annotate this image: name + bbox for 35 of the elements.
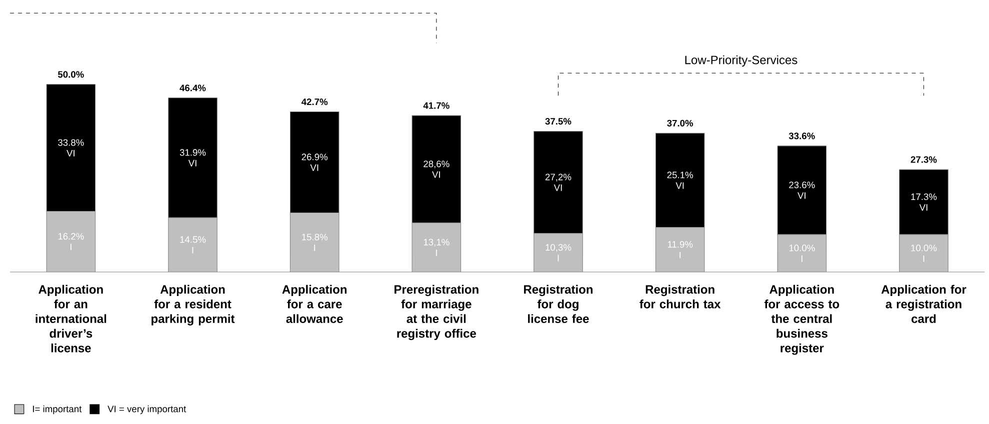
data-label: 10.0% I: [789, 244, 815, 262]
data-label: 27,2% VI: [545, 174, 572, 191]
legend-label: I= important: [33, 405, 82, 414]
text: Low-Priority-Services: [685, 55, 798, 67]
data-label: 16.2% I: [58, 233, 84, 250]
x-tick-label: Application for an international driver’s license: [36, 284, 106, 352]
x-tick-label: Registration for church tax: [640, 284, 721, 308]
data-label: 28,6% VI: [424, 160, 450, 178]
data-label: 14.5% I: [180, 236, 206, 254]
x-tick-label: Application for a resident parking permit: [152, 284, 235, 326]
x-tick-label: Application for access to the central business register: [764, 284, 840, 355]
legend-label: VI = very important: [108, 405, 186, 414]
data-label: 15.8% I: [302, 234, 328, 251]
x-tick-label: Application for a care allowance: [282, 284, 347, 324]
data-label: 31.9% VI: [180, 149, 206, 166]
total-label: 33.6%: [788, 132, 815, 140]
data-label: 33.8% VI: [58, 139, 84, 156]
data-label: 26.9% VI: [302, 154, 328, 171]
total-label: 37.5%: [545, 118, 572, 125]
total-label: 41.7%: [423, 102, 450, 109]
total-label: 27.3%: [910, 156, 937, 163]
data-label: 17.3% VI: [911, 193, 937, 211]
data-label: 10,3% I: [546, 244, 572, 262]
total-label: 37.0%: [667, 120, 694, 126]
total-label: 50.0%: [58, 71, 84, 78]
data-label: 11.9% I: [668, 241, 693, 258]
data-label: 13,1% I: [424, 238, 450, 256]
data-label: 25.1% VI: [667, 172, 693, 189]
x-tick-label: Preregistration for marriage at the civil registry office: [394, 284, 478, 340]
total-label: 42.7%: [302, 98, 328, 106]
x-tick-label: Application for a registration card: [881, 284, 966, 324]
total-label: 46.4%: [180, 84, 206, 92]
data-label: 10.0% I: [911, 244, 937, 262]
data-label: 23.6% VI: [789, 182, 815, 199]
x-tick-label: Registration for dog license fee: [524, 284, 593, 324]
